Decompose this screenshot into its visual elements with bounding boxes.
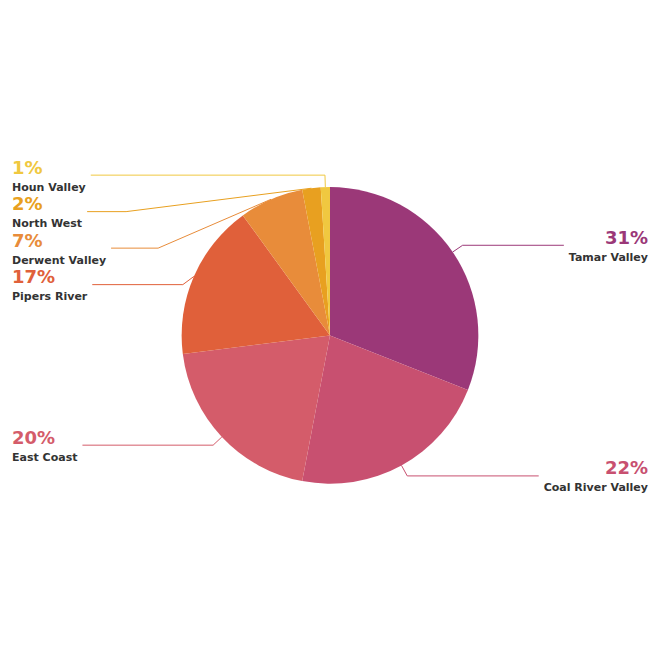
svg-text:Houn Valley: Houn Valley xyxy=(12,181,86,194)
svg-text:2%: 2% xyxy=(12,193,43,214)
svg-text:Derwent Valley: Derwent Valley xyxy=(12,254,106,267)
svg-text:20%: 20% xyxy=(12,427,55,448)
svg-text:7%: 7% xyxy=(12,230,43,251)
svg-text:1%: 1% xyxy=(12,157,43,178)
svg-text:17%: 17% xyxy=(12,266,55,287)
svg-text:31%: 31% xyxy=(605,227,648,248)
svg-text:East Coast: East Coast xyxy=(12,451,77,464)
svg-text:North West: North West xyxy=(12,217,82,230)
svg-text:Pipers River: Pipers River xyxy=(12,290,88,303)
svg-text:22%: 22% xyxy=(605,457,648,478)
svg-text:Coal River Valley: Coal River Valley xyxy=(544,481,648,494)
svg-text:Tamar Valley: Tamar Valley xyxy=(569,251,648,264)
